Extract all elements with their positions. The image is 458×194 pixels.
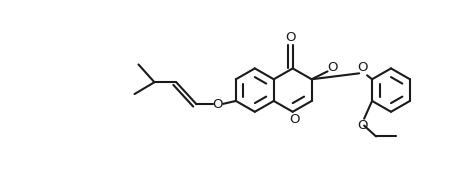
Text: O: O bbox=[327, 61, 338, 74]
Text: O: O bbox=[289, 113, 300, 126]
Text: O: O bbox=[212, 98, 222, 111]
Text: O: O bbox=[357, 119, 367, 132]
Text: O: O bbox=[357, 61, 367, 74]
Text: O: O bbox=[285, 31, 296, 44]
